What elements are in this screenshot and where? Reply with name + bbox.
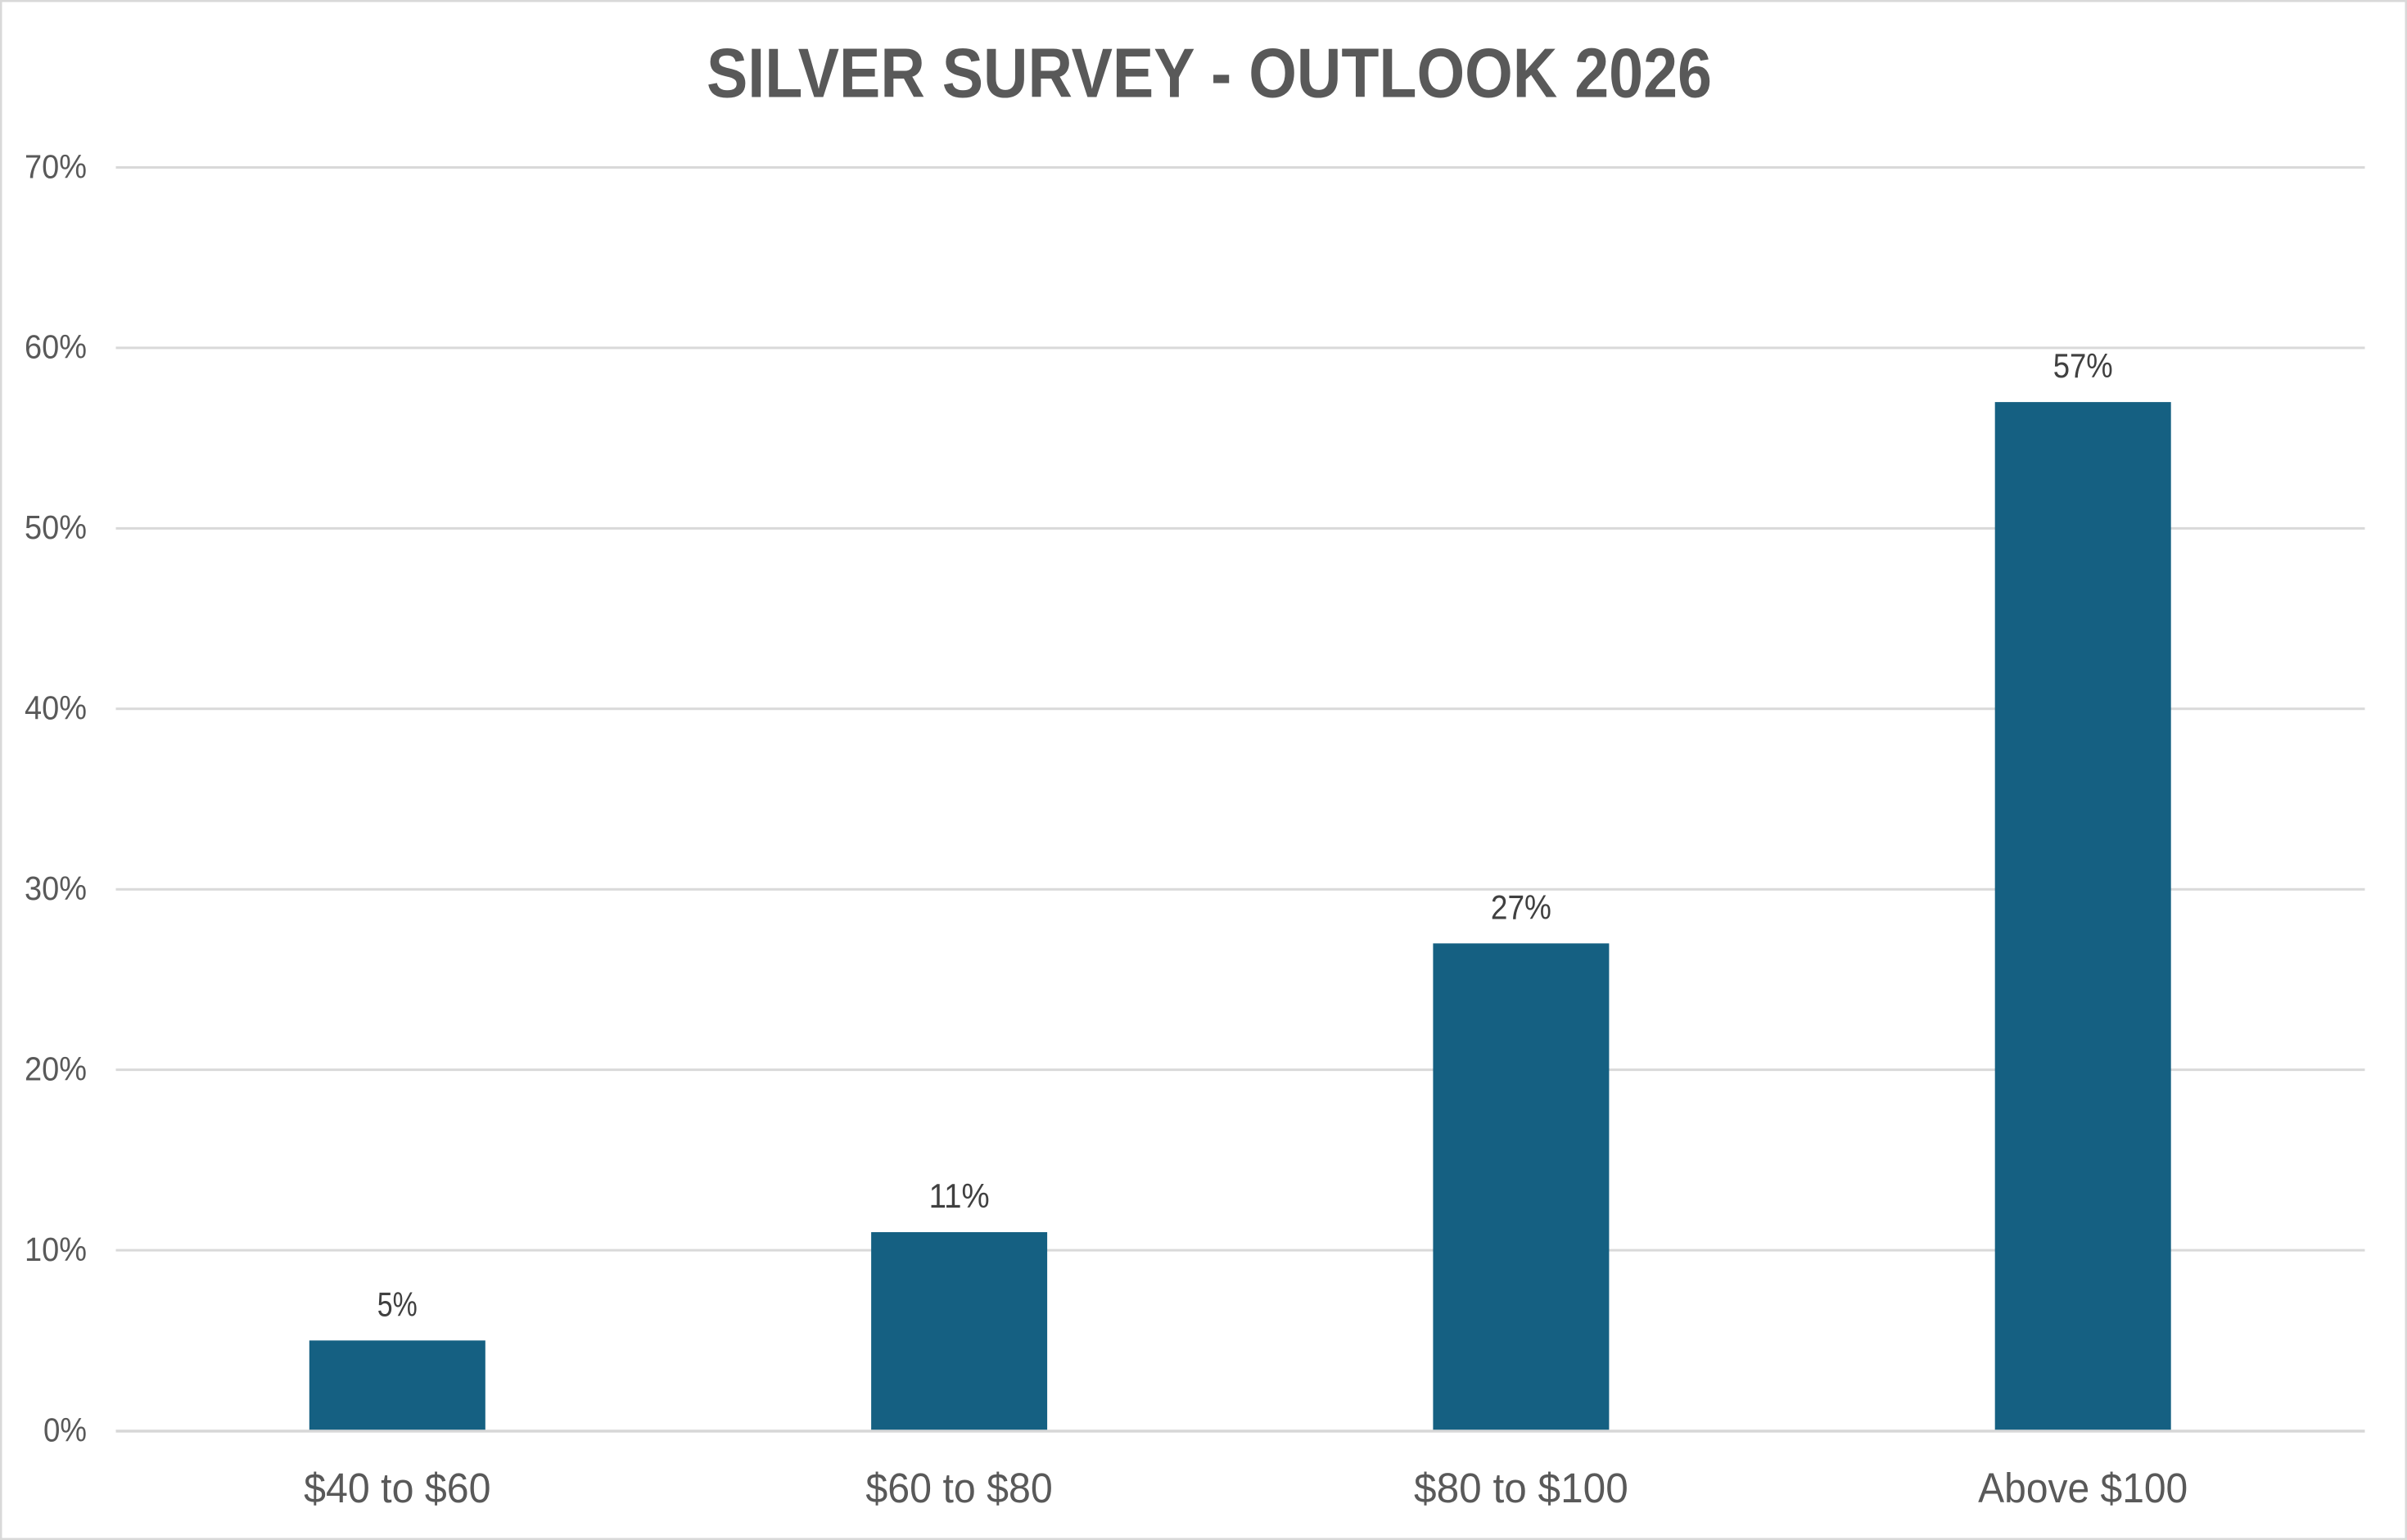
svg-text:$60 to $80: $60 to $80 xyxy=(865,1465,1052,1511)
svg-text:27%: 27% xyxy=(1491,887,1551,926)
svg-text:40%: 40% xyxy=(25,689,87,727)
svg-text:30%: 30% xyxy=(25,869,87,907)
svg-text:50%: 50% xyxy=(25,508,87,546)
svg-text:$80 to $100: $80 to $100 xyxy=(1414,1465,1628,1511)
svg-text:20%: 20% xyxy=(25,1050,87,1087)
svg-text:0%: 0% xyxy=(43,1411,87,1448)
svg-text:$40 to $60: $40 to $60 xyxy=(304,1465,490,1511)
svg-text:10%: 10% xyxy=(25,1231,87,1268)
svg-text:70%: 70% xyxy=(25,147,87,185)
svg-text:SILVER SURVEY - OUTLOOK 2026: SILVER SURVEY - OUTLOOK 2026 xyxy=(707,34,1712,112)
svg-text:57%: 57% xyxy=(2053,346,2113,385)
svg-text:5%: 5% xyxy=(377,1285,418,1323)
svg-text:11%: 11% xyxy=(929,1176,990,1215)
svg-text:Above $100: Above $100 xyxy=(1978,1465,2188,1511)
svg-text:60%: 60% xyxy=(25,328,87,366)
